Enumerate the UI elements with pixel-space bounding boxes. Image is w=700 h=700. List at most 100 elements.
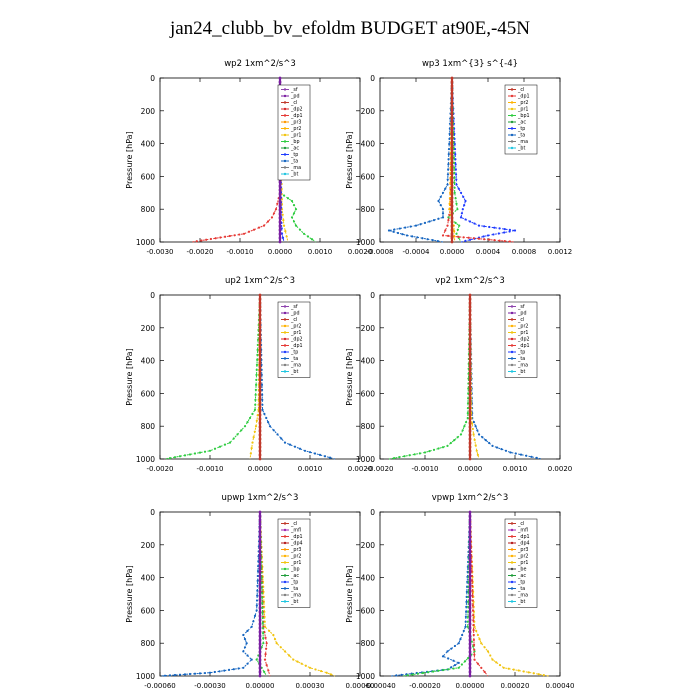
- y-tick-label: 400: [361, 357, 376, 366]
- series-point: [472, 633, 475, 637]
- series-point: [393, 456, 396, 460]
- series-point: [468, 650, 472, 654]
- series-point: [203, 671, 207, 675]
- series-point: [468, 349, 472, 353]
- series-point: [278, 208, 282, 212]
- page-title: jan24_clubb_bv_efoldm BUDGET at90E,-45N: [169, 18, 531, 39]
- legend-label: _dp1: [517, 343, 530, 349]
- series-point: [450, 196, 454, 200]
- series-point: [542, 673, 545, 677]
- series-point: [513, 229, 517, 232]
- legend-marker: [510, 587, 514, 590]
- series-point: [258, 317, 262, 321]
- series-point: [258, 305, 262, 309]
- legend-marker: [283, 535, 287, 538]
- series-point: [310, 238, 314, 241]
- series-point: [459, 433, 463, 436]
- series-point: [258, 638, 262, 642]
- y-tick-label: 1000: [356, 455, 375, 464]
- series-point: [278, 204, 282, 208]
- series-point: [453, 191, 456, 194]
- series-point: [258, 389, 262, 393]
- series-point: [470, 640, 473, 643]
- series-point: [468, 522, 472, 526]
- series-point: [488, 441, 491, 445]
- series-point: [395, 674, 398, 677]
- series-point: [261, 626, 265, 630]
- x-tick-label: 0.00000: [456, 682, 485, 690]
- series-point: [264, 653, 267, 656]
- series-point: [258, 325, 262, 329]
- series-point: [468, 546, 472, 550]
- series-point: [471, 604, 474, 607]
- series-point: [464, 218, 467, 221]
- series-point: [258, 602, 262, 606]
- series-point: [502, 666, 505, 669]
- series-point: [495, 446, 499, 449]
- series-point: [471, 599, 474, 602]
- legend-label: _dp4: [290, 541, 303, 547]
- series-point: [258, 365, 262, 369]
- series-point: [278, 212, 282, 216]
- series-point: [468, 526, 472, 530]
- series-point: [468, 377, 472, 381]
- series-point: [213, 447, 217, 450]
- series-point: [441, 212, 445, 215]
- series-point: [453, 166, 456, 169]
- legend-label: _ac: [517, 121, 526, 126]
- y-tick-label: 800: [361, 205, 376, 214]
- series-line: [469, 511, 489, 677]
- series-point: [449, 441, 452, 445]
- x-tick-label: 0.0020: [548, 465, 573, 473]
- y-tick-label: 800: [141, 205, 156, 214]
- y-tick-label: 400: [361, 574, 376, 583]
- series-point: [453, 439, 456, 442]
- series-point: [293, 445, 297, 448]
- series-point: [467, 600, 470, 603]
- series-point: [263, 615, 266, 618]
- series-point: [468, 425, 472, 429]
- series-point: [468, 333, 472, 337]
- series-point: [472, 638, 475, 642]
- series-point: [450, 240, 454, 244]
- series-point: [532, 672, 535, 675]
- series-point: [246, 662, 249, 665]
- legend-marker: [510, 554, 514, 558]
- y-tick-label: 400: [361, 140, 376, 149]
- legend-marker: [510, 94, 514, 98]
- series-point: [468, 590, 472, 594]
- legend-label: _pd: [517, 311, 527, 317]
- legend-marker: [510, 133, 514, 137]
- legend-box: [504, 518, 538, 608]
- series-point: [450, 132, 454, 136]
- legend-marker: [283, 318, 287, 321]
- series-point: [255, 373, 258, 376]
- series-point: [472, 433, 475, 436]
- series-point: [431, 239, 434, 242]
- legend-label: _pr3: [290, 547, 301, 553]
- series-point: [283, 650, 287, 653]
- series-point: [205, 238, 208, 241]
- series-point: [242, 650, 245, 653]
- series-point: [493, 239, 496, 242]
- series-point: [288, 654, 291, 657]
- y-axis-label: Pressure [hPa]: [345, 131, 354, 188]
- legend-marker: [283, 600, 287, 603]
- series-point: [468, 654, 472, 658]
- series-point: [404, 226, 407, 229]
- series-point: [258, 453, 262, 457]
- series-point: [258, 361, 262, 365]
- legend-marker: [510, 311, 514, 315]
- series-point: [439, 195, 442, 198]
- legend-marker: [283, 88, 287, 91]
- series-point: [453, 663, 457, 667]
- series-point: [450, 164, 454, 168]
- series-point: [468, 662, 472, 666]
- series-point: [258, 574, 262, 578]
- series-point: [298, 447, 302, 450]
- series-point: [446, 650, 449, 653]
- series-point: [273, 638, 277, 641]
- series-point: [318, 453, 322, 456]
- series-point: [262, 642, 265, 645]
- series-point: [486, 650, 490, 653]
